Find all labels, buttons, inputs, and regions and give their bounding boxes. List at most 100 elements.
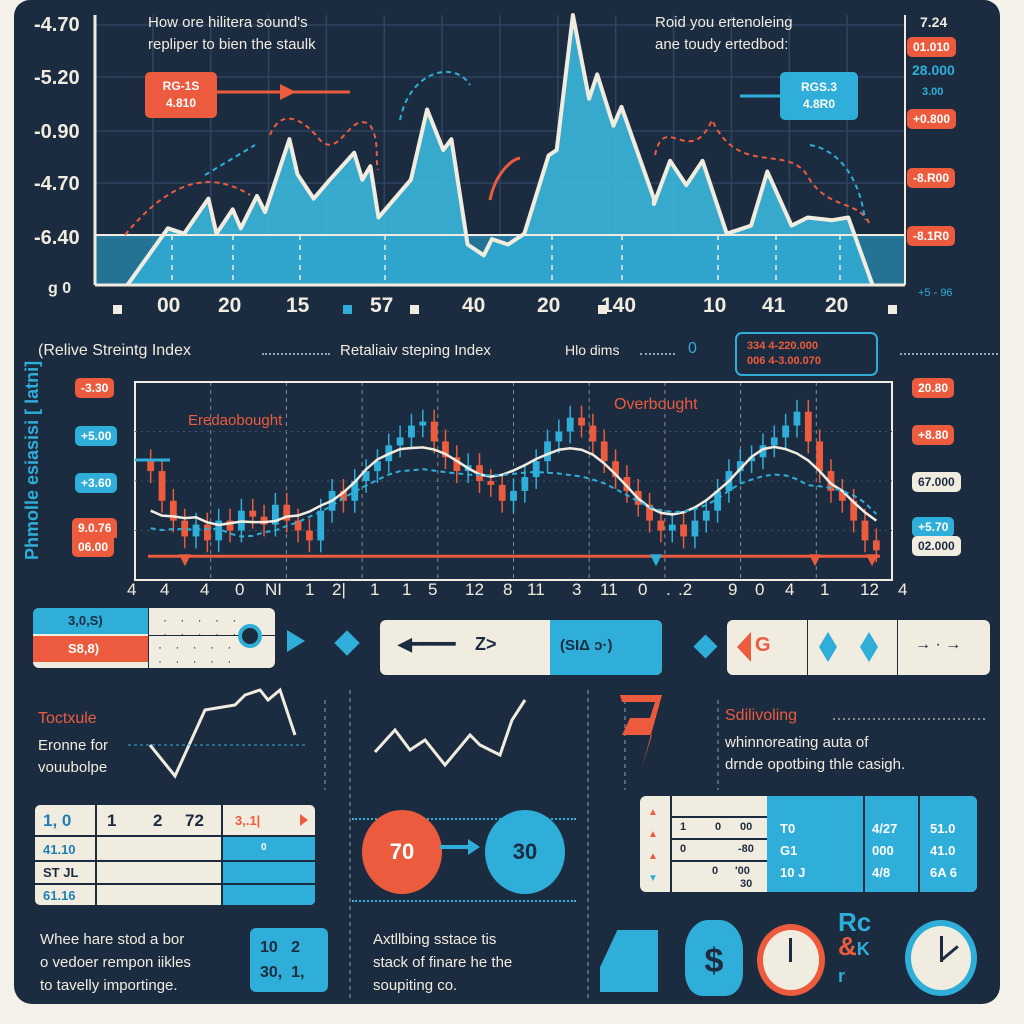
candle — [396, 437, 404, 446]
rsi-subtitle: Retaliaiv steping Index — [340, 342, 491, 359]
rsi-value-badge[interactable]: 334 4-220.000 006 4-3.00.070 — [735, 332, 878, 376]
candle — [782, 425, 790, 438]
y-tick-label: -4.70 — [34, 14, 80, 36]
candle — [498, 484, 506, 501]
right-label: -8.1R0 — [907, 226, 956, 246]
divider — [640, 353, 675, 355]
x-tick-label: 4 — [898, 580, 908, 599]
candle — [816, 441, 824, 472]
candle — [736, 461, 744, 472]
candle — [283, 504, 291, 521]
candle — [861, 520, 869, 541]
candle — [532, 461, 540, 478]
x-tick-label: 8 — [503, 580, 513, 599]
area-fill — [127, 15, 873, 285]
rsi-oversold-circle: 30 — [485, 810, 565, 894]
rsi-right-label: +5.70 — [912, 517, 955, 537]
candle — [226, 520, 234, 531]
candle — [181, 520, 189, 537]
crystal-icon — [819, 632, 837, 662]
down-arrow-icon — [809, 554, 821, 567]
signal-card[interactable]: 3,0,S) S8,8) · · · · · · · · · · · · · · … — [33, 608, 275, 668]
legend-square — [113, 305, 122, 314]
divider — [35, 860, 315, 862]
transition-card[interactable]: ◀━━━━ Z> (SIΔ ɔ·) — [380, 620, 662, 675]
moving-average-line — [150, 445, 878, 527]
y-tick-label: -0.90 — [34, 121, 80, 143]
trend-dashed-blue — [204, 144, 256, 176]
candle — [294, 520, 302, 531]
candle — [714, 490, 721, 511]
candle — [748, 457, 756, 462]
curved-arrow — [488, 156, 521, 201]
divider — [670, 838, 767, 840]
table-cell: -80 — [738, 843, 754, 855]
x-tick-label: 57 — [370, 294, 394, 317]
candle — [147, 461, 155, 472]
section-title-left: Toctxule — [38, 710, 97, 727]
candle — [351, 481, 359, 501]
candle — [793, 411, 801, 426]
table-cell: 0 — [261, 842, 267, 853]
x-tick-label: 11 — [600, 580, 618, 599]
table-cell: 00 — [740, 821, 753, 833]
candle — [838, 490, 846, 501]
table-cell: G1 — [780, 843, 798, 858]
right-label: 7.24 — [920, 14, 948, 30]
arrow-head-icon — [280, 84, 296, 100]
divider — [670, 816, 767, 818]
right-label: 28.000 — [912, 62, 955, 78]
area-line — [125, 13, 875, 287]
candle — [702, 510, 710, 521]
table-cell: 10 J — [780, 865, 806, 880]
table-cell: '00 — [735, 865, 750, 877]
table-cell: 30 — [740, 878, 753, 890]
table-cell: 41.0 — [930, 843, 956, 858]
chart-title-left: How ore hilitera sound's repliper to bien… — [148, 14, 316, 53]
candle — [680, 524, 687, 537]
candle — [510, 490, 517, 501]
right-label: 01.010 — [907, 37, 956, 57]
right-label: -8.R00 — [907, 168, 956, 188]
rsi-title: (Relive Streintg Index — [38, 342, 191, 359]
x-tick-label: 12 — [860, 580, 879, 599]
table-cell: T0 — [780, 821, 796, 836]
x-tick-label: . — [666, 580, 671, 599]
right-label: 3.00 — [922, 86, 944, 98]
legend-square — [598, 305, 607, 314]
divider — [918, 796, 920, 892]
signal-line-dashed — [150, 468, 878, 538]
table-cell: 6A 6 — [930, 865, 957, 880]
candle — [521, 477, 529, 491]
x-tick-label: 10 — [703, 294, 727, 317]
candle — [646, 504, 653, 521]
play-icon[interactable] — [300, 814, 308, 826]
sparkline-mid — [373, 699, 527, 768]
rsi-left-label: +3.60 — [75, 473, 118, 493]
candle — [804, 411, 812, 442]
callout-red: RG-1S 4.810 — [145, 72, 217, 118]
rsi-left-label: +5.00 — [75, 426, 118, 446]
table-cell: 0 — [712, 865, 719, 877]
trend-dashed-blue — [809, 144, 866, 221]
y-tick-label: -4.70 — [34, 173, 80, 195]
candle — [600, 441, 608, 462]
candle — [827, 471, 835, 491]
rsi-right-label: +8.80 — [912, 425, 955, 445]
candle — [442, 441, 449, 458]
x-tick-label: 2| — [332, 580, 346, 599]
trend-dashed-blue — [399, 70, 471, 121]
x-tick-label: 0 — [235, 580, 245, 599]
table-cell: 4/8 — [872, 865, 891, 880]
rsi-subtitle-2: Hlo dims — [565, 342, 620, 358]
x-tick-label: 1 — [370, 580, 380, 599]
pattern-card[interactable]: G → · → — [727, 620, 990, 675]
signal-row-sell: S8,8) — [33, 636, 148, 662]
magnifier-icon — [238, 624, 262, 648]
data-table-left: 1, 0 1 2 72 3,.1| 41.10 ST JL 61.16 0 — [35, 805, 315, 905]
x-tick-label: 1 — [305, 580, 315, 599]
candle — [169, 500, 177, 521]
candle — [271, 504, 279, 525]
legend-square — [343, 305, 352, 314]
candle — [430, 421, 438, 442]
